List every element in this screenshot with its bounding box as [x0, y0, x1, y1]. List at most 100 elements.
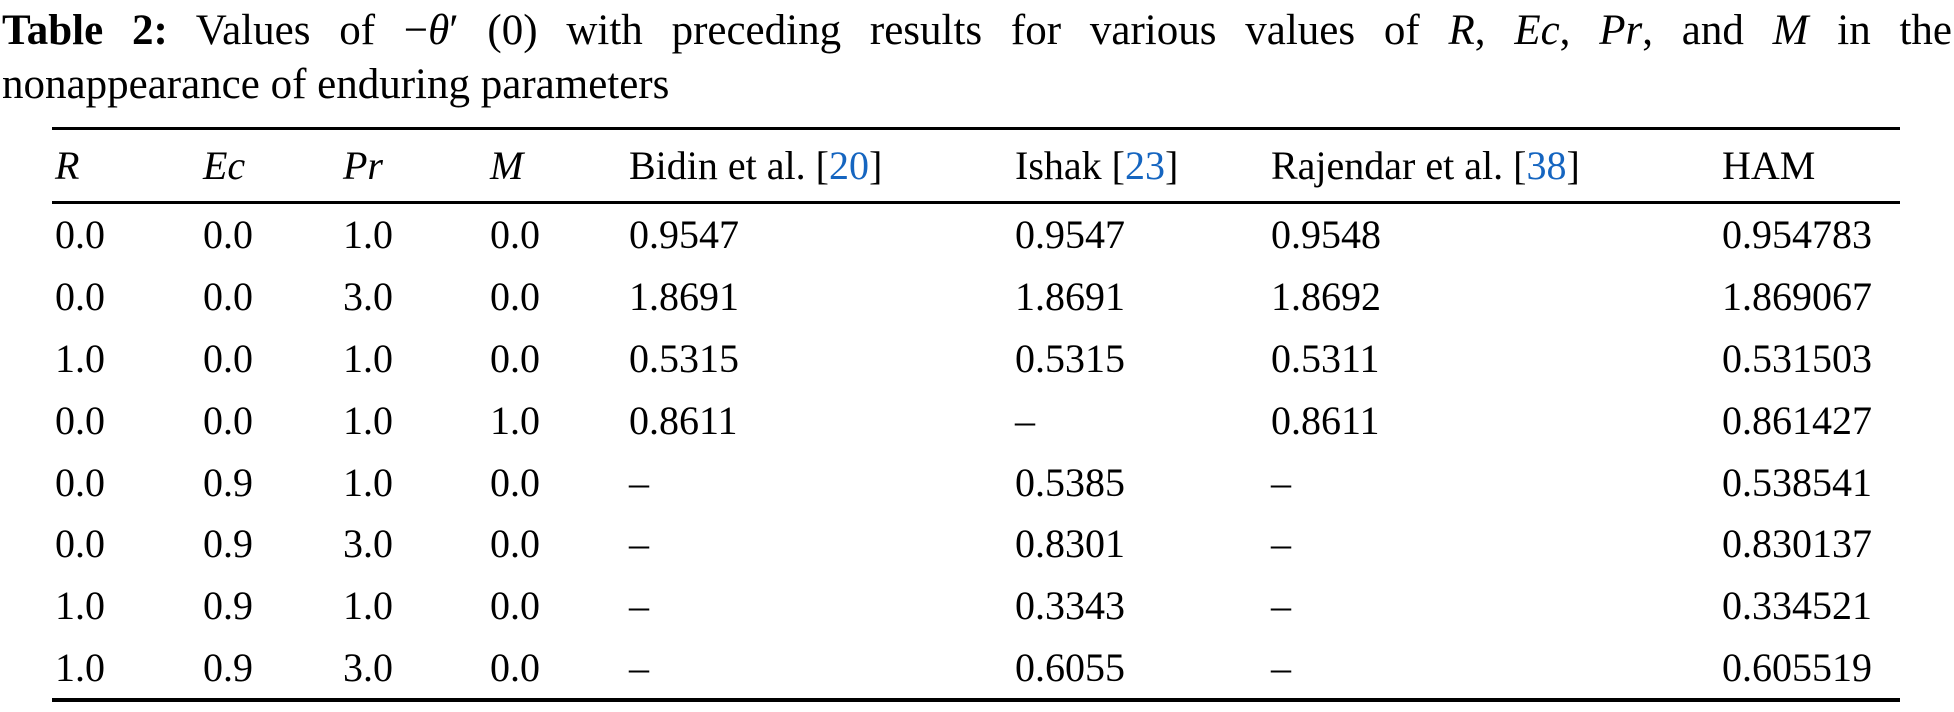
table-cell: 0.0 [490, 459, 540, 505]
table-cell: 0.8301 [1015, 521, 1125, 567]
caption-math-Ec: Ec [1514, 7, 1560, 54]
table-cell: 0.9548 [1271, 212, 1381, 258]
citation-link-20[interactable]: 20 [828, 143, 869, 188]
col-header-M: M [487, 128, 626, 204]
header-text: ] [1164, 143, 1179, 188]
caption-math-theta: θ [428, 7, 450, 54]
table-body: 0.0 0.0 1.0 0.0 0.9547 0.9547 0.9548 0.954783 0.… [52, 203, 1900, 701]
col-header-HAM: HAM [1719, 128, 1900, 204]
table-cell: 0.3343 [1015, 583, 1125, 629]
table-cell: 0.954783 [1722, 212, 1872, 258]
table-cell: 0.0 [490, 521, 540, 567]
table-cell: 3.0 [343, 644, 393, 690]
col-header-Pr: Pr [340, 128, 487, 204]
table-cell: 0.5311 [1271, 335, 1380, 381]
table-row: 0.0 0.0 3.0 0.0 1.8691 1.8691 1.8692 1.869067 [52, 266, 1900, 328]
table-cell: – [1271, 583, 1291, 629]
table-cell: 0.0 [203, 274, 253, 320]
table-cell: 0.0 [490, 335, 540, 381]
table-cell: 1.8691 [629, 274, 739, 320]
header-text: ] [868, 143, 883, 188]
table-cell: 0.9547 [629, 212, 739, 258]
caption-text: , [1559, 7, 1600, 54]
caption-text: , [1474, 7, 1515, 54]
header-text: Rajendar et al. [ [1271, 143, 1527, 188]
caption-text: in the [1808, 7, 1953, 54]
table-cell: 0.531503 [1722, 335, 1872, 381]
table-cell: 1.0 [343, 335, 393, 381]
table-cell: – [1271, 459, 1291, 505]
caption-label: Table 2: [2, 7, 168, 54]
table-cell: 0.9547 [1015, 212, 1125, 258]
table-caption: Table 2: Values of −θ′ (0) with precedin… [0, 0, 1952, 112]
table-cell: 0.5315 [629, 335, 739, 381]
table-row: 1.0 0.9 1.0 0.0 – 0.3343 – 0.334521 [52, 575, 1900, 637]
table-cell: 0.0 [203, 335, 253, 381]
table-cell: 0.538541 [1722, 459, 1872, 505]
table-row: 1.0 0.9 3.0 0.0 – 0.6055 – 0.605519 [52, 637, 1900, 701]
table-cell: 0.9 [203, 644, 253, 690]
table-cell: 0.9 [203, 521, 253, 567]
table-cell: 1.0 [55, 583, 105, 629]
table-cell: 0.0 [55, 397, 105, 443]
col-header-Ec: Ec [200, 128, 340, 204]
table-caption-line1: Table 2: Values of −θ′ (0) with precedin… [2, 4, 1952, 58]
header-row: R Ec Pr M Bidin et al. [20] Ishak [23] R… [52, 128, 1900, 204]
math-M: M [490, 143, 524, 188]
caption-text: ′ (0) with preceding results for various… [449, 7, 1449, 54]
table-cell: 1.0 [343, 212, 393, 258]
table-cell: 1.0 [343, 397, 393, 443]
table-cell: 0.8611 [629, 397, 738, 443]
citation-link-38[interactable]: 38 [1526, 143, 1567, 188]
header-text: Ishak [ [1015, 143, 1125, 188]
table-row: 1.0 0.0 1.0 0.0 0.5315 0.5315 0.5311 0.531503 [52, 328, 1900, 390]
col-header-ishak: Ishak [23] [1012, 128, 1268, 204]
header-text: ] [1566, 143, 1580, 188]
header-text: HAM [1722, 143, 1816, 188]
table-cell: – [1271, 644, 1291, 690]
table-cell: – [629, 521, 649, 567]
table-cell: – [629, 583, 649, 629]
table-cell: 1.8691 [1015, 274, 1125, 320]
table-cell: 0.8611 [1271, 397, 1380, 443]
table-cell: 0.605519 [1722, 644, 1872, 690]
caption-text: , and [1642, 7, 1773, 54]
math-R: R [55, 143, 80, 188]
table-row: 0.0 0.9 3.0 0.0 – 0.8301 – 0.830137 [52, 513, 1900, 575]
table-cell: 0.6055 [1015, 644, 1125, 690]
table-cell: 0.0 [490, 212, 540, 258]
table-cell: 0.5385 [1015, 459, 1125, 505]
table-cell: – [629, 644, 649, 690]
table-cell: 0.0 [490, 274, 540, 320]
results-table: R Ec Pr M Bidin et al. [20] Ishak [23] R… [52, 127, 1900, 703]
table-cell: 0.9 [203, 459, 253, 505]
table-row: 0.0 0.0 1.0 0.0 0.9547 0.9547 0.9548 0.954783 [52, 203, 1900, 266]
table-cell: 1.0 [55, 644, 105, 690]
table-cell: 0.9 [203, 583, 253, 629]
math-Ec: Ec [203, 143, 246, 188]
table-cell: 3.0 [343, 274, 393, 320]
table-cell: 0.0 [55, 459, 105, 505]
caption-math-R: R [1448, 7, 1475, 54]
header-text: Bidin et al. [ [629, 143, 829, 188]
table-cell: – [1015, 397, 1035, 443]
col-header-rajendar: Rajendar et al. [38] [1268, 128, 1719, 204]
table-cell: 0.334521 [1722, 583, 1872, 629]
caption-text: Values of − [167, 7, 429, 54]
table-cell: 0.0 [490, 583, 540, 629]
table-cell: 0.0 [55, 212, 105, 258]
col-header-R: R [52, 128, 200, 204]
table-row: 0.0 0.9 1.0 0.0 – 0.5385 – 0.538541 [52, 451, 1900, 513]
table-cell: 1.0 [343, 583, 393, 629]
caption-math-Pr: Pr [1599, 7, 1643, 54]
table-cell: 0.0 [203, 397, 253, 443]
table-cell: 1.0 [490, 397, 540, 443]
table-cell: 0.5315 [1015, 335, 1125, 381]
table-cell: 0.861427 [1722, 397, 1872, 443]
citation-link-23[interactable]: 23 [1124, 143, 1165, 188]
caption-math-M: M [1772, 7, 1809, 54]
table-cell: 0.0 [490, 644, 540, 690]
table-cell: 1.869067 [1722, 274, 1872, 320]
table-cell: 0.0 [203, 212, 253, 258]
table-cell: – [1271, 521, 1291, 567]
